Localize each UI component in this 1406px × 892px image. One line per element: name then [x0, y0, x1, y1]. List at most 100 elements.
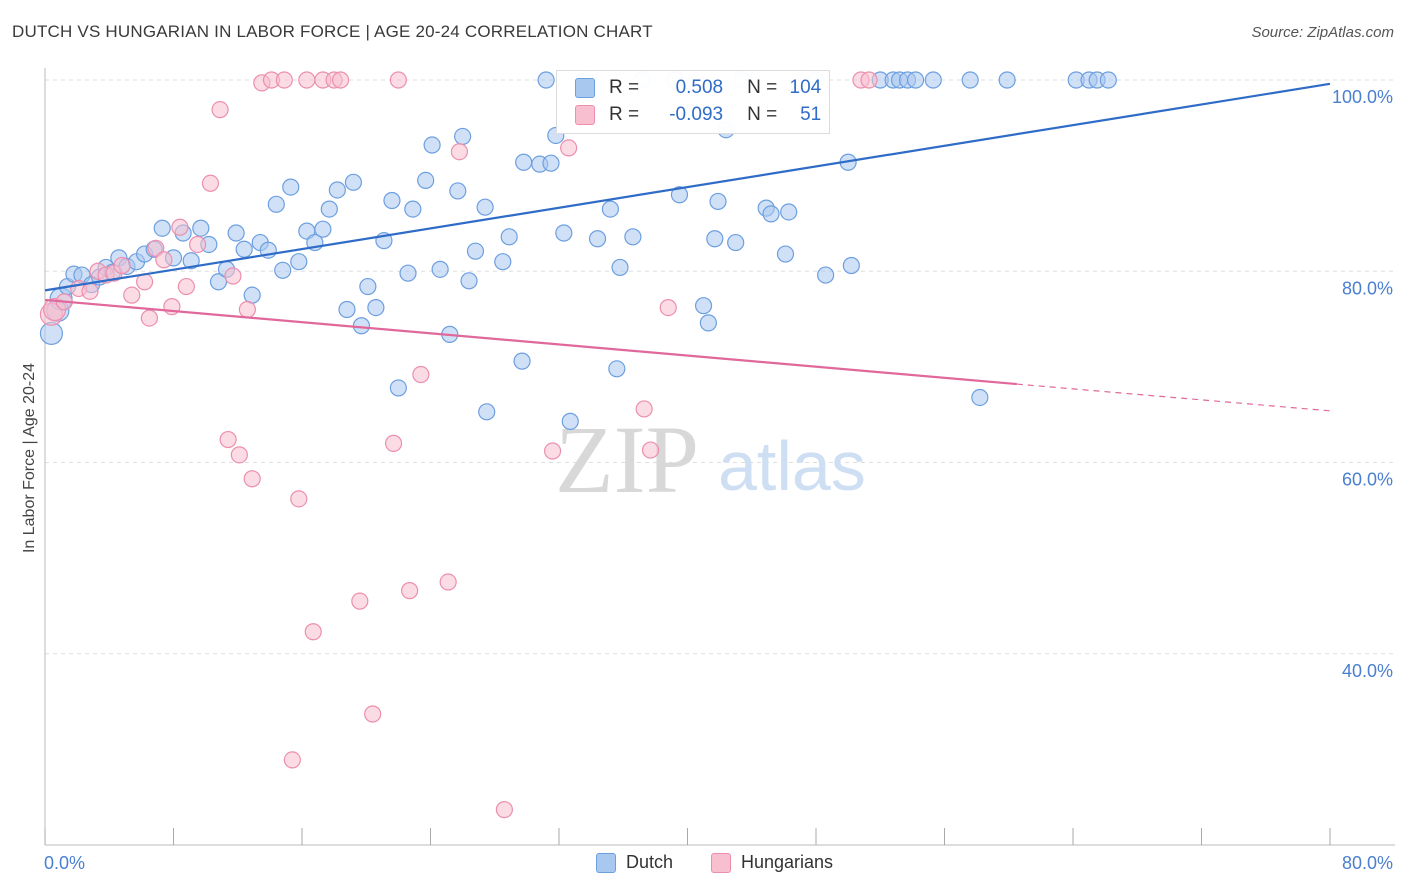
- dutch-point-71: [611, 258, 629, 277]
- dutch-point-75: [670, 186, 689, 204]
- hungarians-point-11: [140, 309, 159, 327]
- dutch-point-70: [608, 360, 626, 378]
- dutch-point-43: [383, 191, 401, 210]
- hungarians-point-41: [439, 573, 457, 591]
- dutch-point-60: [515, 153, 533, 171]
- dutch-point-19: [192, 219, 210, 237]
- hungarians-point-21: [224, 267, 242, 285]
- dutch-point-46: [404, 200, 422, 218]
- dutch-n-label: N =: [747, 77, 778, 98]
- dutch-point-85: [776, 245, 795, 263]
- dutch-point-88: [817, 266, 835, 284]
- chart-title: DUTCH VS HUNGARIAN IN LABOR FORCE | AGE …: [12, 22, 653, 41]
- hungarians-point-50: [860, 71, 878, 89]
- hungarians-point-28: [283, 751, 301, 769]
- dutch-point-28: [267, 195, 285, 213]
- dutch-r-label: R =: [609, 77, 640, 98]
- hungarians-series: [39, 71, 878, 819]
- y-tick-label-1: 80.0%: [1342, 278, 1393, 298]
- dutch-point-36: [328, 181, 346, 199]
- dutch-point-30: [282, 178, 300, 196]
- dutch-point-65: [555, 224, 573, 242]
- x-tick-label-1: 80.0%: [1342, 853, 1393, 873]
- dutch-point-95: [906, 71, 925, 89]
- dutch-point-62: [537, 71, 555, 89]
- dutch-point-99: [998, 71, 1016, 89]
- hungarians-point-35: [351, 592, 369, 610]
- dutch-point-31: [290, 253, 308, 271]
- hungarians-point-8: [113, 256, 131, 275]
- watermark: ZIP atlas: [555, 406, 866, 513]
- hungarians-point-16: [177, 277, 195, 296]
- legend-item-dutch: Dutch: [596, 852, 673, 873]
- hungarians-point-24: [243, 470, 261, 488]
- dutch-point-29: [274, 261, 292, 279]
- hungarians-point-47: [641, 441, 660, 459]
- dutch-point-96: [924, 71, 942, 89]
- dutch-point-52: [454, 127, 472, 146]
- hungarians-point-42: [450, 143, 469, 161]
- hungarians-point-17: [188, 235, 207, 254]
- y-axis-label: In Labor Force | Age 20-24: [21, 363, 38, 553]
- dutch-point-45: [399, 264, 417, 282]
- dutch-point-18: [182, 252, 200, 270]
- dutch-point-53: [460, 272, 478, 290]
- dutch-point-15: [153, 219, 171, 237]
- x-tick-labels: 0.0% 80.0%: [44, 853, 1393, 873]
- dutch-point-21: [209, 273, 228, 291]
- dutch-series: [39, 71, 1117, 430]
- dutch-point-44: [389, 379, 407, 397]
- dutch-point-57: [494, 253, 512, 271]
- hungarians-point-23: [238, 300, 256, 319]
- dutch-point-23: [227, 224, 245, 242]
- hungarians-point-36: [364, 705, 382, 723]
- dutch-point-55: [476, 198, 494, 216]
- hungarians-n-value: 51: [800, 104, 822, 125]
- hungarians-n-label: N =: [747, 104, 778, 125]
- chart-source: Source: ZipAtlas.com: [1251, 24, 1394, 41]
- axes: [44, 68, 1395, 846]
- dutch-point-24: [235, 240, 253, 258]
- dutch-point-41: [367, 298, 385, 317]
- hungarians-point-45: [560, 139, 578, 157]
- dutch-point-51: [449, 182, 467, 200]
- legend-hungarians-label: Hungarians: [741, 852, 834, 872]
- dutch-point-103: [1099, 71, 1117, 89]
- dutch-point-49: [431, 260, 449, 278]
- hungarians-point-18: [201, 174, 220, 192]
- y-tick-label-0: 100.0%: [1332, 87, 1393, 107]
- hungarians-point-27: [275, 71, 293, 89]
- gridlines: [45, 79, 1395, 655]
- dutch-point-68: [588, 230, 607, 248]
- dutch-point-59: [513, 352, 531, 370]
- hungarians-point-22: [230, 446, 248, 464]
- legend-row-hungarians: R = -0.093 N = 51: [575, 102, 821, 128]
- dutch-point-25: [243, 286, 261, 304]
- series-legend: Dutch Hungarians: [0, 852, 1406, 878]
- dutch-point-72: [624, 228, 642, 246]
- hungarians-point-38: [389, 71, 407, 89]
- hungarians-point-39: [401, 582, 419, 600]
- hungarians-point-30: [298, 71, 316, 89]
- hungarians-point-19: [211, 101, 229, 119]
- hungarians-point-15: [171, 218, 189, 236]
- dutch-point-63: [542, 154, 560, 172]
- dutch-point-37: [338, 300, 356, 319]
- hungarians-point-31: [304, 623, 322, 641]
- hungarians-point-20: [219, 430, 237, 449]
- dutch-point-58: [500, 228, 518, 246]
- hungarians-point-44: [543, 442, 562, 460]
- dutch-trendline: [44, 82, 1331, 292]
- hungarians-r-value: -0.093: [669, 104, 724, 125]
- legend-dutch-swatch: [596, 852, 616, 873]
- dutch-point-77: [699, 314, 717, 332]
- dutch-point-97: [961, 71, 979, 89]
- hungarians-point-37: [384, 434, 403, 452]
- legend-dutch-label: Dutch: [626, 852, 674, 872]
- y-tick-label-3: 40.0%: [1342, 661, 1393, 681]
- dutch-point-47: [417, 171, 435, 190]
- dutch-point-86: [780, 203, 798, 221]
- dutch-point-35: [320, 200, 338, 218]
- y-tick-label-2: 60.0%: [1342, 470, 1393, 490]
- hungarians-trendline-extension: [1016, 383, 1331, 412]
